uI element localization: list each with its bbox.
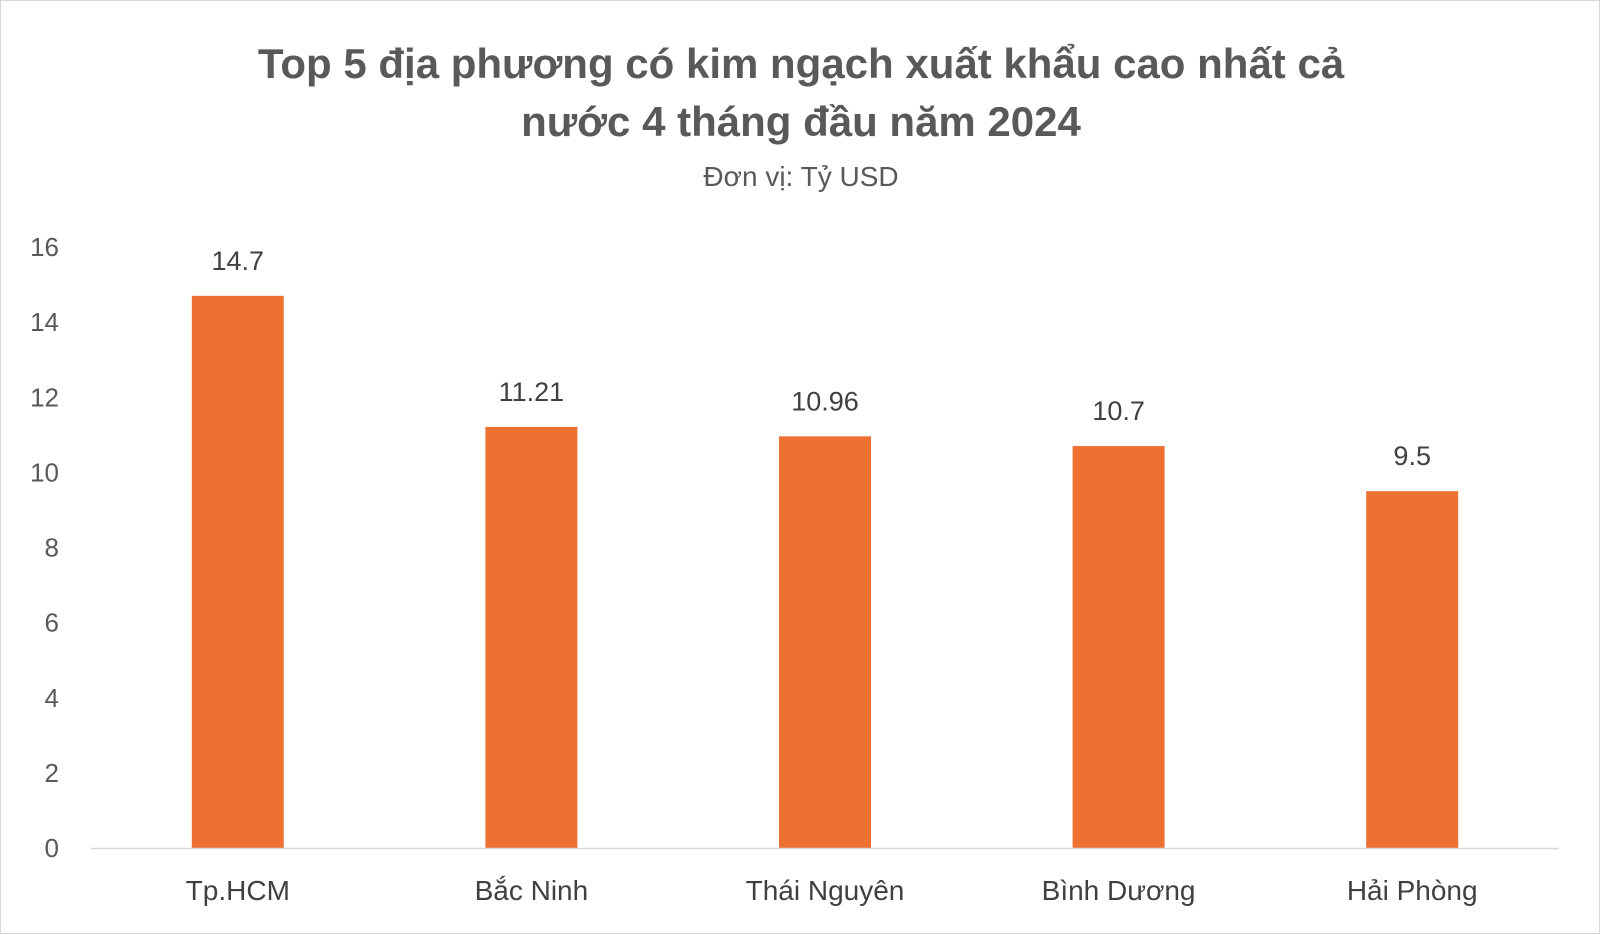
data-label: 14.7: [212, 246, 265, 276]
x-tick-label: Hải Phòng: [1347, 875, 1478, 906]
x-tick-label: Tp.HCM: [186, 875, 290, 906]
y-tick-label: 10: [30, 457, 59, 487]
y-tick-label: 16: [30, 232, 59, 262]
y-tick-label: 8: [45, 533, 59, 563]
data-label: 10.7: [1092, 396, 1145, 426]
bar: [779, 436, 871, 848]
y-tick-label: 2: [45, 758, 59, 788]
data-label: 10.96: [791, 386, 859, 416]
x-tick-label: Bình Dương: [1042, 875, 1196, 906]
chart-title-line-1: Top 5 địa phương có kim ngạch xuất khẩu …: [257, 40, 1345, 87]
chart-subtitle: Đơn vị: Tỷ USD: [703, 161, 899, 192]
chart-title: Top 5 địa phương có kim ngạch xuất khẩu …: [1, 35, 1600, 151]
x-tick-label: Bắc Ninh: [475, 875, 589, 906]
bar: [1366, 491, 1459, 848]
bar: [485, 426, 578, 848]
data-label: 9.5: [1393, 441, 1431, 471]
bar: [191, 295, 284, 848]
y-tick-label: 14: [30, 307, 59, 337]
y-tick-label: 6: [45, 608, 59, 638]
data-label: 11.21: [499, 377, 565, 407]
y-tick-label: 4: [45, 683, 59, 713]
chart-title-line-2: nước 4 tháng đầu năm 2024: [521, 98, 1081, 145]
y-tick-label: 12: [30, 382, 59, 412]
x-tick-label: Thái Nguyên: [746, 875, 905, 906]
y-tick-label: 0: [45, 833, 59, 863]
bar: [1072, 446, 1165, 848]
